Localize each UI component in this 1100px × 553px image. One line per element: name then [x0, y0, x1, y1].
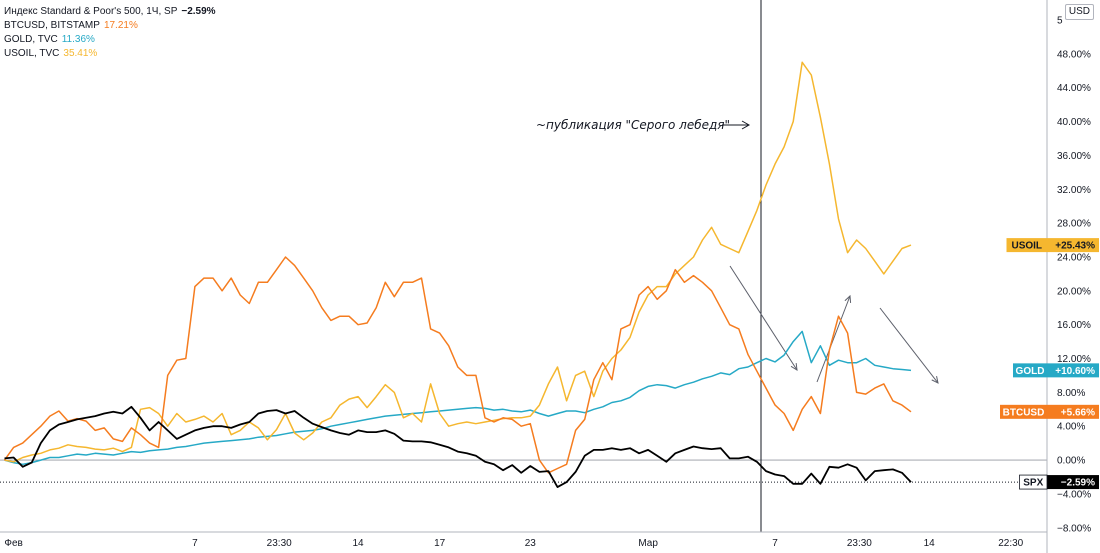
price-tag-value: −2.59%: [1061, 478, 1095, 489]
price-tag-name-box: [1019, 474, 1048, 490]
price-tag-name-box: [1013, 363, 1047, 378]
currency-selector[interactable]: USD: [1064, 4, 1094, 20]
series-line-gold[interactable]: [4, 330, 912, 466]
price-tag-value-box: [1047, 238, 1099, 253]
x-tick-label: 23:30: [847, 538, 872, 549]
annotation-layer: [722, 0, 939, 532]
price-tag-value-box: [1047, 475, 1099, 490]
trend-arrow[interactable]: [879, 307, 939, 384]
y-tick-label: 16.00%: [1057, 320, 1091, 331]
series-line-usoil[interactable]: [4, 61, 912, 463]
x-tick-label: Фев: [4, 538, 22, 549]
price-tag-usoil: +25.43% USOIL: [1006, 238, 1099, 253]
price-tag-gold: +10.60% GOLD: [1013, 363, 1099, 378]
price-tag-name: BTCUSD: [1003, 407, 1045, 418]
trend-arrow-head: [844, 294, 852, 304]
y-tick-label: 28.00%: [1057, 219, 1091, 230]
annotation-text: ~публикация "Серого лебедя": [536, 118, 730, 132]
y-tick-label: 36.00%: [1057, 151, 1091, 162]
price-tag-btcusd: +5.66% BTCUSD: [1000, 404, 1099, 419]
legend-item-spx[interactable]: Индекс Standard & Poor's 500, 1Ч, SP −2.5…: [4, 6, 216, 17]
price-tag-spx: −2.59% SPX: [1019, 474, 1099, 490]
y-tick-label: 24.00%: [1057, 252, 1091, 263]
price-tag-value: +5.66%: [1061, 407, 1095, 418]
x-tick-label: 7: [772, 538, 778, 549]
price-tag-name: GOLD: [1016, 366, 1045, 377]
price-tag-value: +10.60%: [1055, 366, 1095, 377]
y-tick-label: 4.00%: [1057, 422, 1085, 433]
x-tick-label: 23: [525, 538, 537, 549]
price-tag-value-box: [1047, 404, 1099, 419]
series-line-btcusd[interactable]: [3, 256, 912, 474]
price-tag-value: +25.43%: [1055, 241, 1095, 252]
legend: Индекс Standard & Poor's 500, 1Ч, SP −2.5…: [4, 5, 216, 61]
series-line-spx[interactable]: [4, 405, 912, 488]
price-tag-name-box: [1006, 238, 1047, 253]
trend-arrow-head: [931, 376, 939, 384]
price-tag-name: USOIL: [1011, 241, 1042, 252]
y-tick-label: −8.00%: [1057, 523, 1091, 534]
y-tick-label: 48.00%: [1057, 49, 1091, 60]
x-tick-label: 7: [192, 538, 198, 549]
x-tick-label: 22:30: [998, 538, 1023, 549]
y-tick-label: 32.00%: [1057, 185, 1091, 196]
y-tick-label: −4.00%: [1057, 489, 1091, 500]
y-tick-label: 20.00%: [1057, 286, 1091, 297]
price-tag-value-box: [1047, 363, 1099, 378]
y-tick-label-partial: 5: [1057, 16, 1063, 27]
x-tick-label: Мар: [638, 538, 658, 549]
price-tag-name-box: [1000, 404, 1047, 419]
annotation-arrow-head: [741, 120, 751, 130]
legend-item-usoil[interactable]: USOIL, TVC 35.41%: [4, 48, 98, 59]
x-tick-label: 17: [434, 538, 446, 549]
y-tick-label: 12.00%: [1057, 354, 1091, 365]
x-tick-label: 14: [924, 538, 936, 549]
y-tick-label: 44.00%: [1057, 83, 1091, 94]
trend-arrow[interactable]: [816, 295, 851, 383]
y-tick-label: 8.00%: [1057, 388, 1085, 399]
series-layer: [0, 61, 1047, 488]
legend-item-gold[interactable]: GOLD, TVC 11.36%: [4, 34, 95, 45]
x-tick-label: 23:30: [267, 538, 292, 549]
legend-item-btcusd[interactable]: BTCUSD, BITSTAMP 17.21%: [4, 20, 138, 31]
y-tick-label: 0.00%: [1057, 456, 1085, 467]
trend-arrow[interactable]: [729, 265, 798, 371]
y-tick-label: 40.00%: [1057, 117, 1091, 128]
price-tag-name: SPX: [1023, 478, 1043, 489]
trend-arrow-head: [790, 362, 798, 371]
x-tick-label: 14: [353, 538, 365, 549]
